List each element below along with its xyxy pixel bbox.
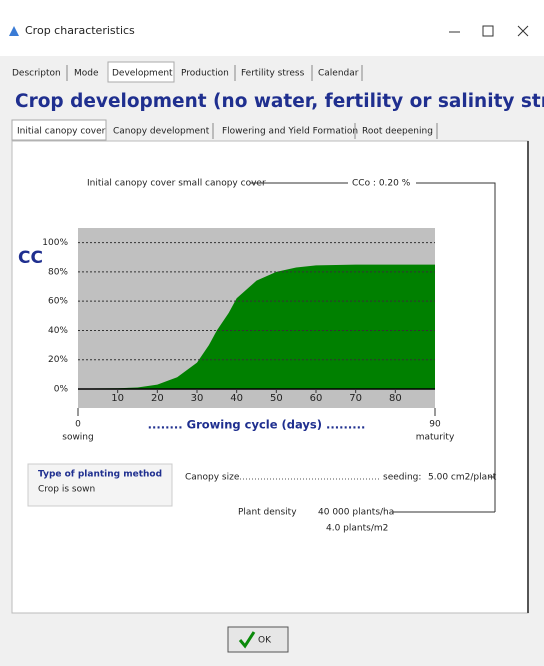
canopy-label: Initial canopy cover small canopy cover — [87, 179, 266, 189]
seeding-label: seeding: — [383, 473, 421, 483]
x-tick-label: 60 — [310, 393, 323, 404]
axis-end-label: 90 — [429, 420, 441, 430]
y-tick-label: 20% — [48, 355, 68, 365]
tab[interactable]: Development — [112, 69, 173, 79]
y-axis-label: CC — [18, 248, 43, 268]
x-tick-label: 30 — [191, 393, 204, 404]
x-axis-label: ........ Growing cycle (days) ......... — [148, 418, 366, 432]
window-title: Crop characteristics — [25, 24, 135, 37]
tab[interactable]: Descripton — [12, 69, 61, 79]
cco-value: CCo : 0.20 % — [352, 179, 411, 189]
dialog: Crop characteristics Descripton Mode Dev… — [0, 0, 544, 666]
y-tick-label: 100% — [42, 238, 68, 248]
heading: Crop development (no water, fertility or… — [15, 91, 544, 112]
axis-end-caption: maturity — [416, 433, 455, 443]
x-tick-label: 40 — [230, 393, 243, 404]
planting-title: Type of planting method — [38, 470, 162, 480]
x-tick-label: 20 — [151, 393, 164, 404]
seeding-value: 5.00 cm2/plant — [428, 473, 497, 483]
planting-value: Crop is sown — [38, 485, 95, 495]
tab[interactable]: Production — [181, 69, 229, 79]
subtab[interactable]: Canopy development — [113, 127, 210, 137]
y-tick-label: 0% — [54, 384, 69, 394]
y-tick-label: 60% — [48, 297, 68, 307]
density-ha: 40 000 plants/ha — [318, 508, 394, 518]
x-tick-label: 50 — [270, 393, 283, 404]
subtab[interactable]: Initial canopy cover — [17, 127, 106, 137]
canopy-size-label: Canopy size — [185, 473, 240, 483]
tab[interactable]: Fertility stress — [241, 69, 305, 79]
y-tick-label: 80% — [48, 267, 68, 277]
subtab[interactable]: Root deepening — [362, 127, 433, 137]
density-m2: 4.0 plants/m2 — [326, 524, 388, 534]
y-tick-label: 40% — [48, 326, 68, 336]
page: Crop characteristics Descripton Mode Dev… — [0, 0, 544, 666]
x-tick-label: 80 — [389, 393, 402, 404]
subtab[interactable]: Flowering and Yield Formation — [222, 127, 358, 137]
x-tick-label: 70 — [349, 393, 362, 404]
axis-end-label: 0 — [75, 420, 81, 430]
tab[interactable]: Mode — [74, 69, 99, 79]
ok-label: OK — [258, 636, 272, 646]
axis-end-caption: sowing — [62, 433, 93, 443]
x-tick-label: 10 — [111, 393, 124, 404]
tab[interactable]: Calendar — [318, 69, 359, 79]
density-label: Plant density — [238, 508, 297, 518]
